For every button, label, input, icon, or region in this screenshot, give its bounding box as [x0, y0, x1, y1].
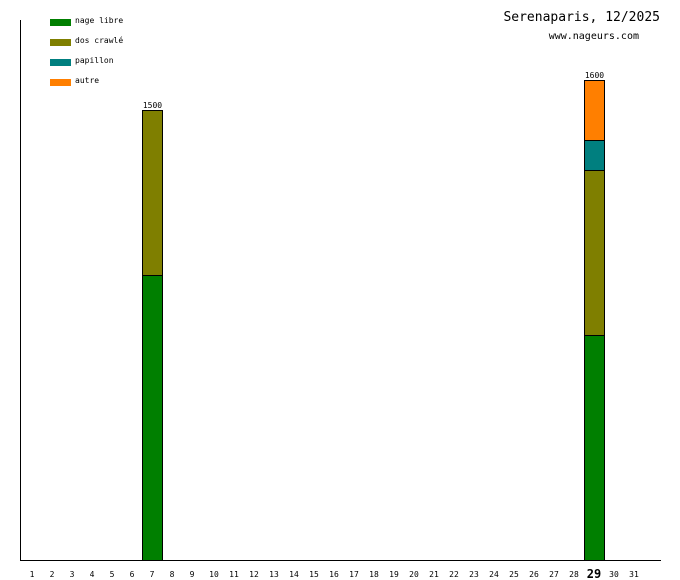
x-tick-label-26: 26: [529, 570, 539, 579]
x-tick-label-2: 2: [50, 570, 55, 579]
legend-label-nage-libre: nage libre: [75, 16, 124, 25]
x-tick-label-31: 31: [629, 570, 639, 579]
bar-segment-day-7-nage-libre: [142, 275, 163, 561]
bar-segment-day-29-papillon: [584, 140, 605, 171]
legend-swatch-nage-libre: [50, 19, 71, 26]
x-tick-label-30: 30: [609, 570, 619, 579]
x-tick-label-6: 6: [130, 570, 135, 579]
chart-subtitle: www.nageurs.com: [548, 31, 639, 42]
chart-title: Serenaparis, 12/2025: [503, 10, 660, 25]
x-tick-label-29: 29: [587, 567, 601, 580]
x-tick-label-25: 25: [509, 570, 519, 579]
bar-segment-day-29-nage-libre: [584, 335, 605, 561]
x-tick-label-4: 4: [90, 570, 95, 579]
x-tick-label-20: 20: [409, 570, 419, 579]
bar-segment-day-29-dos-crawlé: [584, 170, 605, 336]
legend-label-dos-crawle: dos crawlé: [75, 36, 124, 45]
x-tick-label-16: 16: [329, 570, 339, 579]
x-tick-label-1: 1: [30, 570, 35, 579]
x-tick-label-27: 27: [549, 570, 559, 579]
x-tick-label-9: 9: [190, 570, 195, 579]
data-label-day-29: 1600: [585, 71, 604, 80]
x-tick-label-14: 14: [289, 570, 299, 579]
data-label-day-7: 1500: [143, 101, 162, 110]
x-tick-label-17: 17: [349, 570, 359, 579]
x-tick-label-12: 12: [249, 570, 259, 579]
x-tick-label-23: 23: [469, 570, 479, 579]
legend-label-papillon: papillon: [75, 56, 114, 65]
legend-swatch-papillon: [50, 59, 71, 66]
x-tick-label-18: 18: [369, 570, 379, 579]
x-tick-label-5: 5: [110, 570, 115, 579]
bar-segment-day-7-dos-crawlé: [142, 110, 163, 276]
x-tick-label-13: 13: [269, 570, 279, 579]
x-tick-label-22: 22: [449, 570, 459, 579]
x-tick-label-21: 21: [429, 570, 439, 579]
x-tick-label-19: 19: [389, 570, 399, 579]
x-tick-label-11: 11: [229, 570, 239, 579]
legend-swatch-dos-crawle: [50, 39, 71, 46]
legend-swatch-autre: [50, 79, 71, 86]
x-tick-label-7: 7: [150, 570, 155, 579]
bar-segment-day-29-autre: [584, 80, 605, 141]
x-tick-label-24: 24: [489, 570, 499, 579]
x-tick-label-3: 3: [70, 570, 75, 579]
legend-label-autre: autre: [75, 76, 100, 85]
x-tick-label-15: 15: [309, 570, 319, 579]
x-tick-label-8: 8: [170, 570, 175, 579]
x-tick-label-28: 28: [569, 570, 579, 579]
x-tick-label-10: 10: [209, 570, 219, 579]
